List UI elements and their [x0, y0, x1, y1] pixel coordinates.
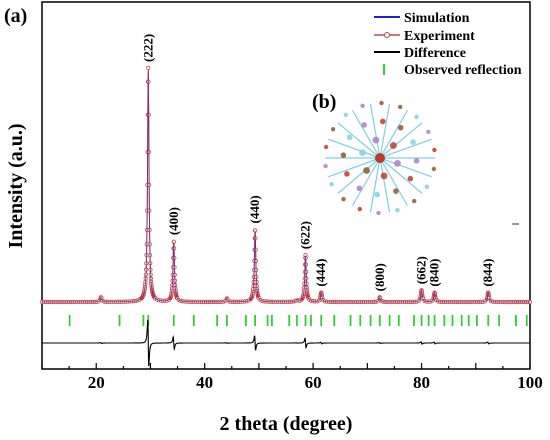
lattice-atom	[323, 163, 328, 169]
lattice-atom	[410, 139, 416, 145]
y-axis-title: Intensity (a.u.)	[5, 123, 27, 248]
lattice-atom	[346, 134, 353, 141]
observed-reflection-ticks	[68, 315, 528, 326]
lattice-atom	[363, 167, 370, 174]
lattice-atom	[380, 172, 388, 180]
lattice-atom	[329, 182, 334, 187]
crystal-structure-inset	[323, 100, 437, 216]
lattice-atom	[343, 112, 348, 118]
lattice-atom	[395, 208, 400, 213]
lattice-bond	[379, 157, 409, 206]
lattice-bond	[351, 157, 381, 206]
lattice-bond	[379, 157, 391, 213]
lattice-atom	[380, 118, 386, 125]
lattice-atom	[330, 127, 336, 132]
lattice-bond	[379, 122, 423, 159]
lattice-atom	[413, 158, 420, 164]
lattice-atom	[359, 149, 366, 157]
legend-reflection-label: Observed reflection	[404, 63, 522, 78]
x-axis-title: 2 theta (degree)	[220, 413, 353, 435]
lattice-atom	[379, 100, 384, 106]
lattice-atom	[360, 103, 365, 109]
lattice-atom	[432, 147, 437, 153]
lattice-atom	[357, 206, 362, 212]
lattice-bond	[379, 103, 391, 159]
lattice-atom	[426, 129, 431, 134]
experiment-line	[42, 67, 530, 303]
lattice-atom	[398, 104, 403, 110]
difference-layer	[42, 319, 530, 367]
lattice-atom	[407, 175, 414, 182]
lattice-bond	[379, 110, 409, 159]
lattice-bond	[351, 110, 381, 159]
peak-label: (840)	[427, 258, 442, 286]
legend-simulation-label: Simulation	[404, 11, 470, 26]
lattice-bond	[328, 138, 381, 159]
lattice-atom	[376, 210, 381, 216]
lattice-atom	[323, 144, 329, 150]
experiment-layer	[39, 65, 533, 305]
lattice-atom	[414, 114, 419, 120]
x-tick-label: 20	[88, 373, 105, 392]
x-tick-label: 40	[196, 373, 213, 392]
legend-experiment-label: Experiment	[404, 29, 475, 44]
lattice-atom	[341, 197, 346, 202]
peak-label: (444)	[313, 258, 328, 286]
lattice-bond	[337, 122, 381, 159]
lattice-atom	[374, 191, 381, 198]
x-tick-label: 100	[517, 373, 543, 392]
peak-label: (800)	[372, 263, 387, 291]
legend-experiment-marker	[384, 32, 390, 38]
lattice-bond	[379, 157, 423, 194]
lattice-bond	[379, 157, 432, 178]
lattice-atom	[356, 185, 363, 192]
lattice-atom	[390, 142, 397, 149]
difference-line	[42, 319, 530, 367]
lattice-atom	[393, 188, 399, 194]
x-ticks: 20 40 60 80 100	[41, 363, 543, 392]
peak-label: (662)	[414, 256, 429, 284]
peak-label: (222)	[140, 34, 155, 62]
peak-labels: (222) (400) (440) (622)(444) (800) (662)(840)…	[140, 34, 519, 291]
lattice-atom	[372, 136, 380, 144]
lattice-atom	[412, 198, 417, 204]
lattice-atom	[424, 184, 430, 189]
lattice-bond	[369, 157, 381, 213]
lattice-atom	[397, 124, 404, 131]
peak-label: (622)	[298, 221, 313, 249]
peak-label: (844)	[480, 258, 495, 286]
lattice-atom	[394, 160, 401, 167]
lattice-bond	[369, 103, 381, 159]
peak-label: (440)	[247, 195, 262, 223]
legend: Simulation Experiment Difference Observe…	[374, 11, 522, 78]
lattice-atom	[431, 166, 437, 172]
peak-label: (400)	[166, 207, 181, 235]
experiment-point	[146, 65, 151, 71]
panel-label-b: (b)	[312, 91, 336, 113]
lattice-bond	[379, 138, 432, 159]
lattice-atom	[361, 122, 367, 128]
lattice-atom	[375, 153, 385, 163]
lattice-atom	[344, 171, 350, 177]
simulation-line	[42, 71, 530, 303]
legend-difference-label: Difference	[404, 46, 466, 61]
simulation-layer	[42, 71, 530, 303]
x-tick-label: 80	[413, 373, 430, 392]
lattice-bond	[328, 157, 381, 178]
x-tick-label: 60	[305, 373, 322, 392]
lattice-atom	[340, 152, 347, 158]
panel-label-a: (a)	[4, 5, 27, 27]
lattice-bond	[337, 157, 381, 194]
